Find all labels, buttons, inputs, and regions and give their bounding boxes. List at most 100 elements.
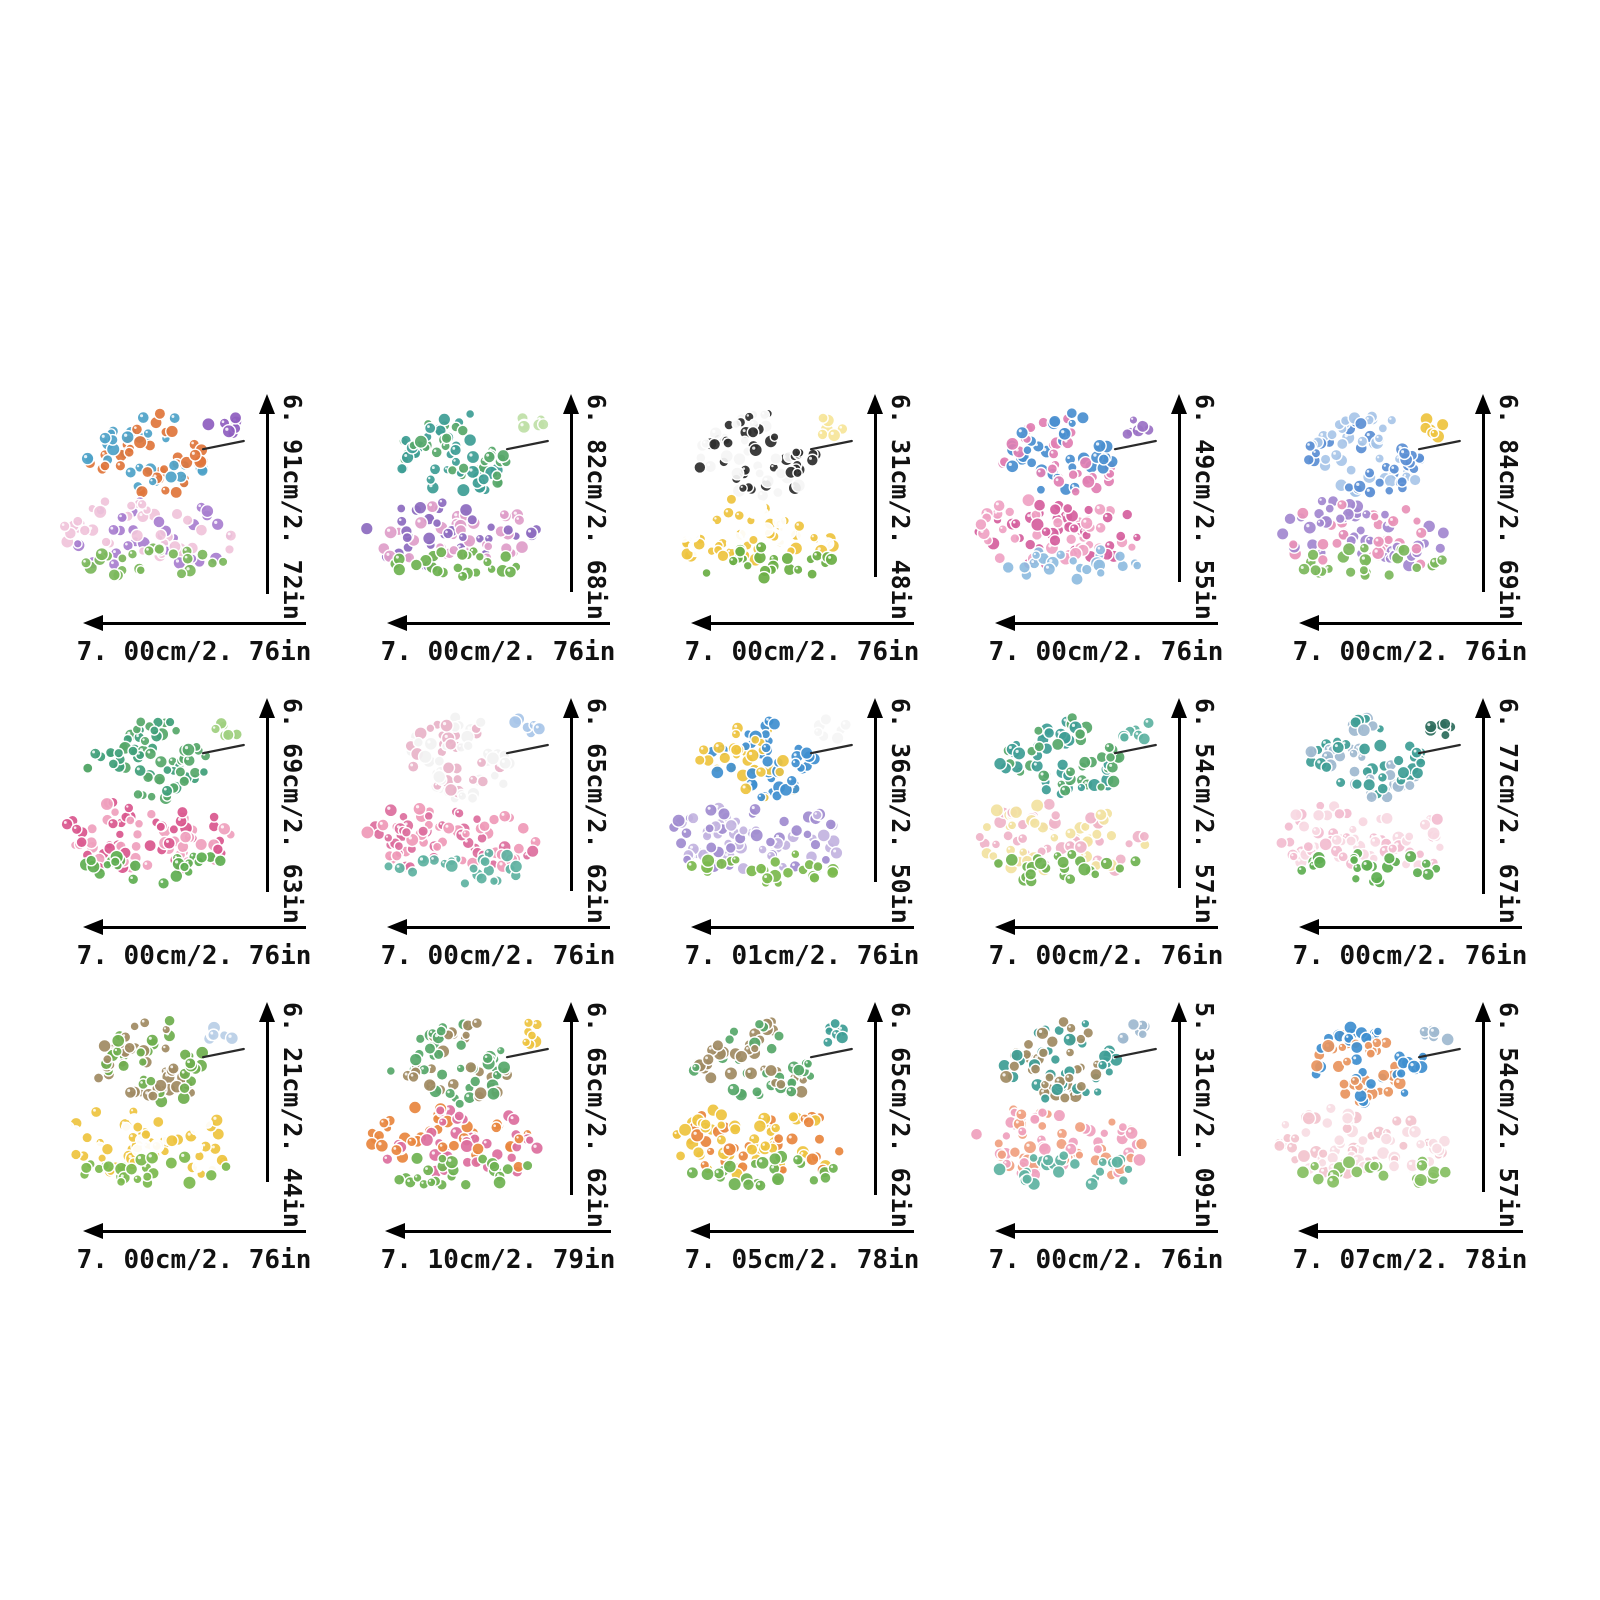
arrow-up-icon xyxy=(563,394,579,414)
diamond-painting-image-hummingbird-daffodils xyxy=(671,1015,853,1192)
width-arrow xyxy=(690,614,914,633)
height-arrow xyxy=(258,394,277,594)
sticker-item-hummingbird-pastel-flowers: 6. 54cm/2. 57in 7. 00cm/2. 76in xyxy=(954,696,1258,992)
width-dimension: 7. 07cm/2. 78in xyxy=(1258,1222,1562,1275)
width-dimension: 7. 00cm/2. 76in xyxy=(42,1222,346,1275)
width-label: 7. 00cm/2. 76in xyxy=(988,1245,1224,1275)
width-arrow xyxy=(82,614,306,633)
sticker-art xyxy=(42,392,256,596)
height-label: 6. 36cm/2. 50in xyxy=(886,698,915,924)
arrow-up-icon xyxy=(259,394,275,414)
diamond-painting-image-blue-tit-lavender xyxy=(667,712,853,889)
sticker-art xyxy=(954,392,1168,596)
arrow-up-icon xyxy=(1171,1002,1187,1022)
height-dimension: 6. 91cm/2. 72in xyxy=(258,394,307,620)
height-dimension: 6. 65cm/2. 62in xyxy=(562,1002,611,1228)
width-label: 7. 00cm/2. 76in xyxy=(76,637,312,667)
arrow-left-icon xyxy=(1297,1223,1318,1239)
height-label: 5. 31cm/2. 09in xyxy=(1190,1002,1219,1228)
sticker-top-section: 6. 65cm/2. 62in xyxy=(650,1000,954,1228)
arrow-up-icon xyxy=(867,394,883,414)
diamond-painting-image-hummingbird-purple-flowers xyxy=(1275,410,1461,582)
arrow-left-icon xyxy=(690,919,711,935)
width-label: 7. 00cm/2. 76in xyxy=(76,1245,312,1275)
width-dimension: 7. 00cm/2. 76in xyxy=(954,918,1258,971)
diamond-painting-image-wagtail-yellow-flowers xyxy=(676,408,853,585)
sticker-top-section: 5. 31cm/2. 09in xyxy=(954,1000,1258,1228)
width-label: 7. 10cm/2. 79in xyxy=(380,1245,616,1275)
width-label: 7. 01cm/2. 76in xyxy=(684,941,920,971)
width-arrow xyxy=(82,918,306,937)
sticker-item-hummingbird-peach-flowers: 5. 31cm/2. 09in 7. 00cm/2. 76in xyxy=(954,1000,1258,1296)
sticker-item-hummingbird-tulips: 6. 65cm/2. 62in 7. 10cm/2. 79in xyxy=(346,1000,650,1296)
diamond-painting-image-pink-peonies-hummingbird xyxy=(60,716,245,890)
sticker-item-doves-pink-peonies: 6. 65cm/2. 62in 7. 00cm/2. 76in xyxy=(346,696,650,992)
width-label: 7. 05cm/2. 78in xyxy=(684,1245,920,1275)
arrow-left-icon xyxy=(1298,919,1319,935)
arrow-up-icon xyxy=(563,698,579,718)
width-dimension: 7. 05cm/2. 78in xyxy=(650,1222,954,1275)
sticker-item-blue-tit-lavender: 6. 36cm/2. 50in 7. 01cm/2. 76in xyxy=(650,696,954,992)
height-label: 6. 54cm/2. 57in xyxy=(1190,698,1219,924)
height-dimension: 6. 49cm/2. 55in xyxy=(1170,394,1219,620)
width-dimension: 7. 01cm/2. 76in xyxy=(650,918,954,971)
height-label: 6. 91cm/2. 72in xyxy=(278,394,307,620)
arrow-left-icon xyxy=(82,1223,103,1239)
arrow-up-icon xyxy=(259,1002,275,1022)
diamond-painting-image-hummingbird-daisies xyxy=(56,1014,245,1191)
width-label: 7. 00cm/2. 76in xyxy=(988,637,1224,667)
width-dimension: 7. 00cm/2. 76in xyxy=(346,918,650,971)
width-arrow xyxy=(994,1222,1218,1241)
sticker-art xyxy=(346,696,560,900)
sticker-top-section: 6. 31cm/2. 48in xyxy=(650,392,954,620)
width-dimension: 7. 00cm/2. 76in xyxy=(1258,614,1562,667)
height-arrow xyxy=(1170,698,1189,888)
width-arrow xyxy=(690,1222,914,1241)
height-label: 6. 49cm/2. 55in xyxy=(1190,394,1219,620)
height-label: 6. 84cm/2. 69in xyxy=(1494,394,1523,620)
sticker-top-section: 6. 36cm/2. 50in xyxy=(650,696,954,924)
width-label: 7. 07cm/2. 78in xyxy=(1292,1245,1528,1275)
arrow-left-icon xyxy=(994,615,1015,631)
sticker-item-hummingbird-daisies: 6. 21cm/2. 44in 7. 00cm/2. 76in xyxy=(42,1000,346,1296)
height-dimension: 6. 77cm/2. 67in xyxy=(1474,698,1523,924)
arrow-up-icon xyxy=(1171,394,1187,414)
sticker-art xyxy=(650,392,864,596)
height-dimension: 6. 65cm/2. 62in xyxy=(562,698,611,924)
height-arrow xyxy=(258,1002,277,1182)
height-arrow xyxy=(1170,394,1189,582)
width-label: 7. 00cm/2. 76in xyxy=(684,637,920,667)
arrow-left-icon xyxy=(82,615,103,631)
height-arrow xyxy=(866,394,885,577)
arrow-left-icon xyxy=(1298,615,1319,631)
arrow-up-icon xyxy=(1475,1002,1491,1022)
sticker-item-hummingbird-wild-roses: 6. 77cm/2. 67in 7. 00cm/2. 76in xyxy=(1258,696,1562,992)
width-arrow xyxy=(385,1222,611,1241)
arrow-left-icon xyxy=(690,615,711,631)
height-dimension: 5. 31cm/2. 09in xyxy=(1170,1002,1219,1228)
sticker-item-pink-peonies-hummingbird: 6. 69cm/2. 63in 7. 00cm/2. 76in xyxy=(42,696,346,992)
sticker-art xyxy=(1258,392,1472,596)
arrow-left-icon xyxy=(386,919,407,935)
height-dimension: 6. 36cm/2. 50in xyxy=(866,698,915,924)
width-dimension: 7. 00cm/2. 76in xyxy=(954,1222,1258,1275)
height-dimension: 6. 82cm/2. 68in xyxy=(562,394,611,620)
height-dimension: 6. 69cm/2. 63in xyxy=(258,698,307,924)
height-arrow xyxy=(1474,1002,1493,1192)
height-arrow xyxy=(866,1002,885,1195)
width-label: 7. 00cm/2. 76in xyxy=(380,941,616,971)
width-arrow xyxy=(1298,918,1522,937)
height-label: 6. 21cm/2. 44in xyxy=(278,1002,307,1228)
width-dimension: 7. 00cm/2. 76in xyxy=(42,918,346,971)
diamond-painting-image-hummingbird-wild-roses xyxy=(1275,711,1461,889)
height-arrow xyxy=(562,1002,581,1195)
height-dimension: 6. 84cm/2. 69in xyxy=(1474,394,1523,620)
sticker-item-hummingbird-pink-blossoms: 6. 49cm/2. 55in 7. 00cm/2. 76in xyxy=(954,392,1258,688)
arrow-left-icon xyxy=(386,615,407,631)
arrow-up-icon xyxy=(259,698,275,718)
sticker-art xyxy=(346,392,560,596)
sticker-art xyxy=(1258,696,1472,900)
sticker-top-section: 6. 77cm/2. 67in xyxy=(1258,696,1562,924)
arrow-left-icon xyxy=(82,919,103,935)
sticker-art xyxy=(650,696,864,900)
